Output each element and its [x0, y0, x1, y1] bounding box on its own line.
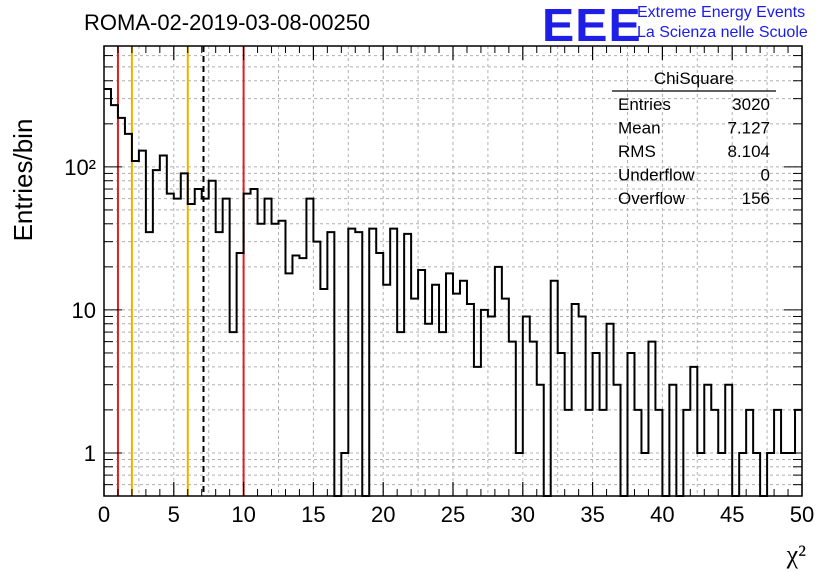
stats-value: 3020: [732, 95, 770, 114]
x-tick-label: 10: [231, 502, 255, 527]
x-tick-label: 30: [511, 502, 535, 527]
y-axis-label: Entries/bin: [8, 119, 38, 242]
x-tick-label: 15: [301, 502, 325, 527]
stats-value: 7.127: [727, 119, 770, 138]
stats-box: ChiSquare Entries 3020 Mean 7.127 RMS 8.104 Un…: [612, 69, 776, 208]
stats-label: Entries: [618, 95, 671, 114]
x-tick-label: 5: [168, 502, 180, 527]
y-tick-labels: 1 10 10²: [64, 155, 96, 466]
y-tick-label: 10: [72, 298, 96, 323]
stats-value: 0: [761, 166, 770, 185]
x-tick-label: 40: [650, 502, 674, 527]
y-tick-label: 10²: [64, 155, 96, 180]
page-title: ROMA-02-2019-03-08-00250: [84, 10, 371, 35]
stats-label: Overflow: [618, 189, 686, 208]
x-tick-label: 0: [98, 502, 110, 527]
x-tick-label: 35: [580, 502, 604, 527]
x-tick-label: 45: [720, 502, 744, 527]
stats-label: Mean: [618, 119, 661, 138]
stats-value: 8.104: [727, 142, 770, 161]
vertical-markers: [116, 46, 245, 496]
logo-line1: Extreme Energy Events: [637, 4, 806, 21]
y-tick-label: 1: [84, 441, 96, 466]
axis-ticks: [103, 45, 803, 497]
x-tick-label: 50: [790, 502, 814, 527]
eee-logo: EEE Extreme Energy Events La Scienza nel…: [542, 0, 832, 51]
x-tick-labels: 0 5 10 15 20 25 30 35 40 45 50: [98, 502, 814, 527]
x-axis-label: χ²: [786, 540, 807, 569]
logo-line2: La Scienza nelle Scuole: [637, 24, 808, 41]
stats-title: ChiSquare: [654, 69, 734, 88]
stats-value: 156: [742, 189, 770, 208]
logo-mark: EEE: [542, 0, 642, 51]
stats-label: RMS: [618, 142, 656, 161]
stats-label: Underflow: [618, 166, 695, 185]
x-tick-label: 25: [441, 502, 465, 527]
x-tick-label: 20: [371, 502, 395, 527]
